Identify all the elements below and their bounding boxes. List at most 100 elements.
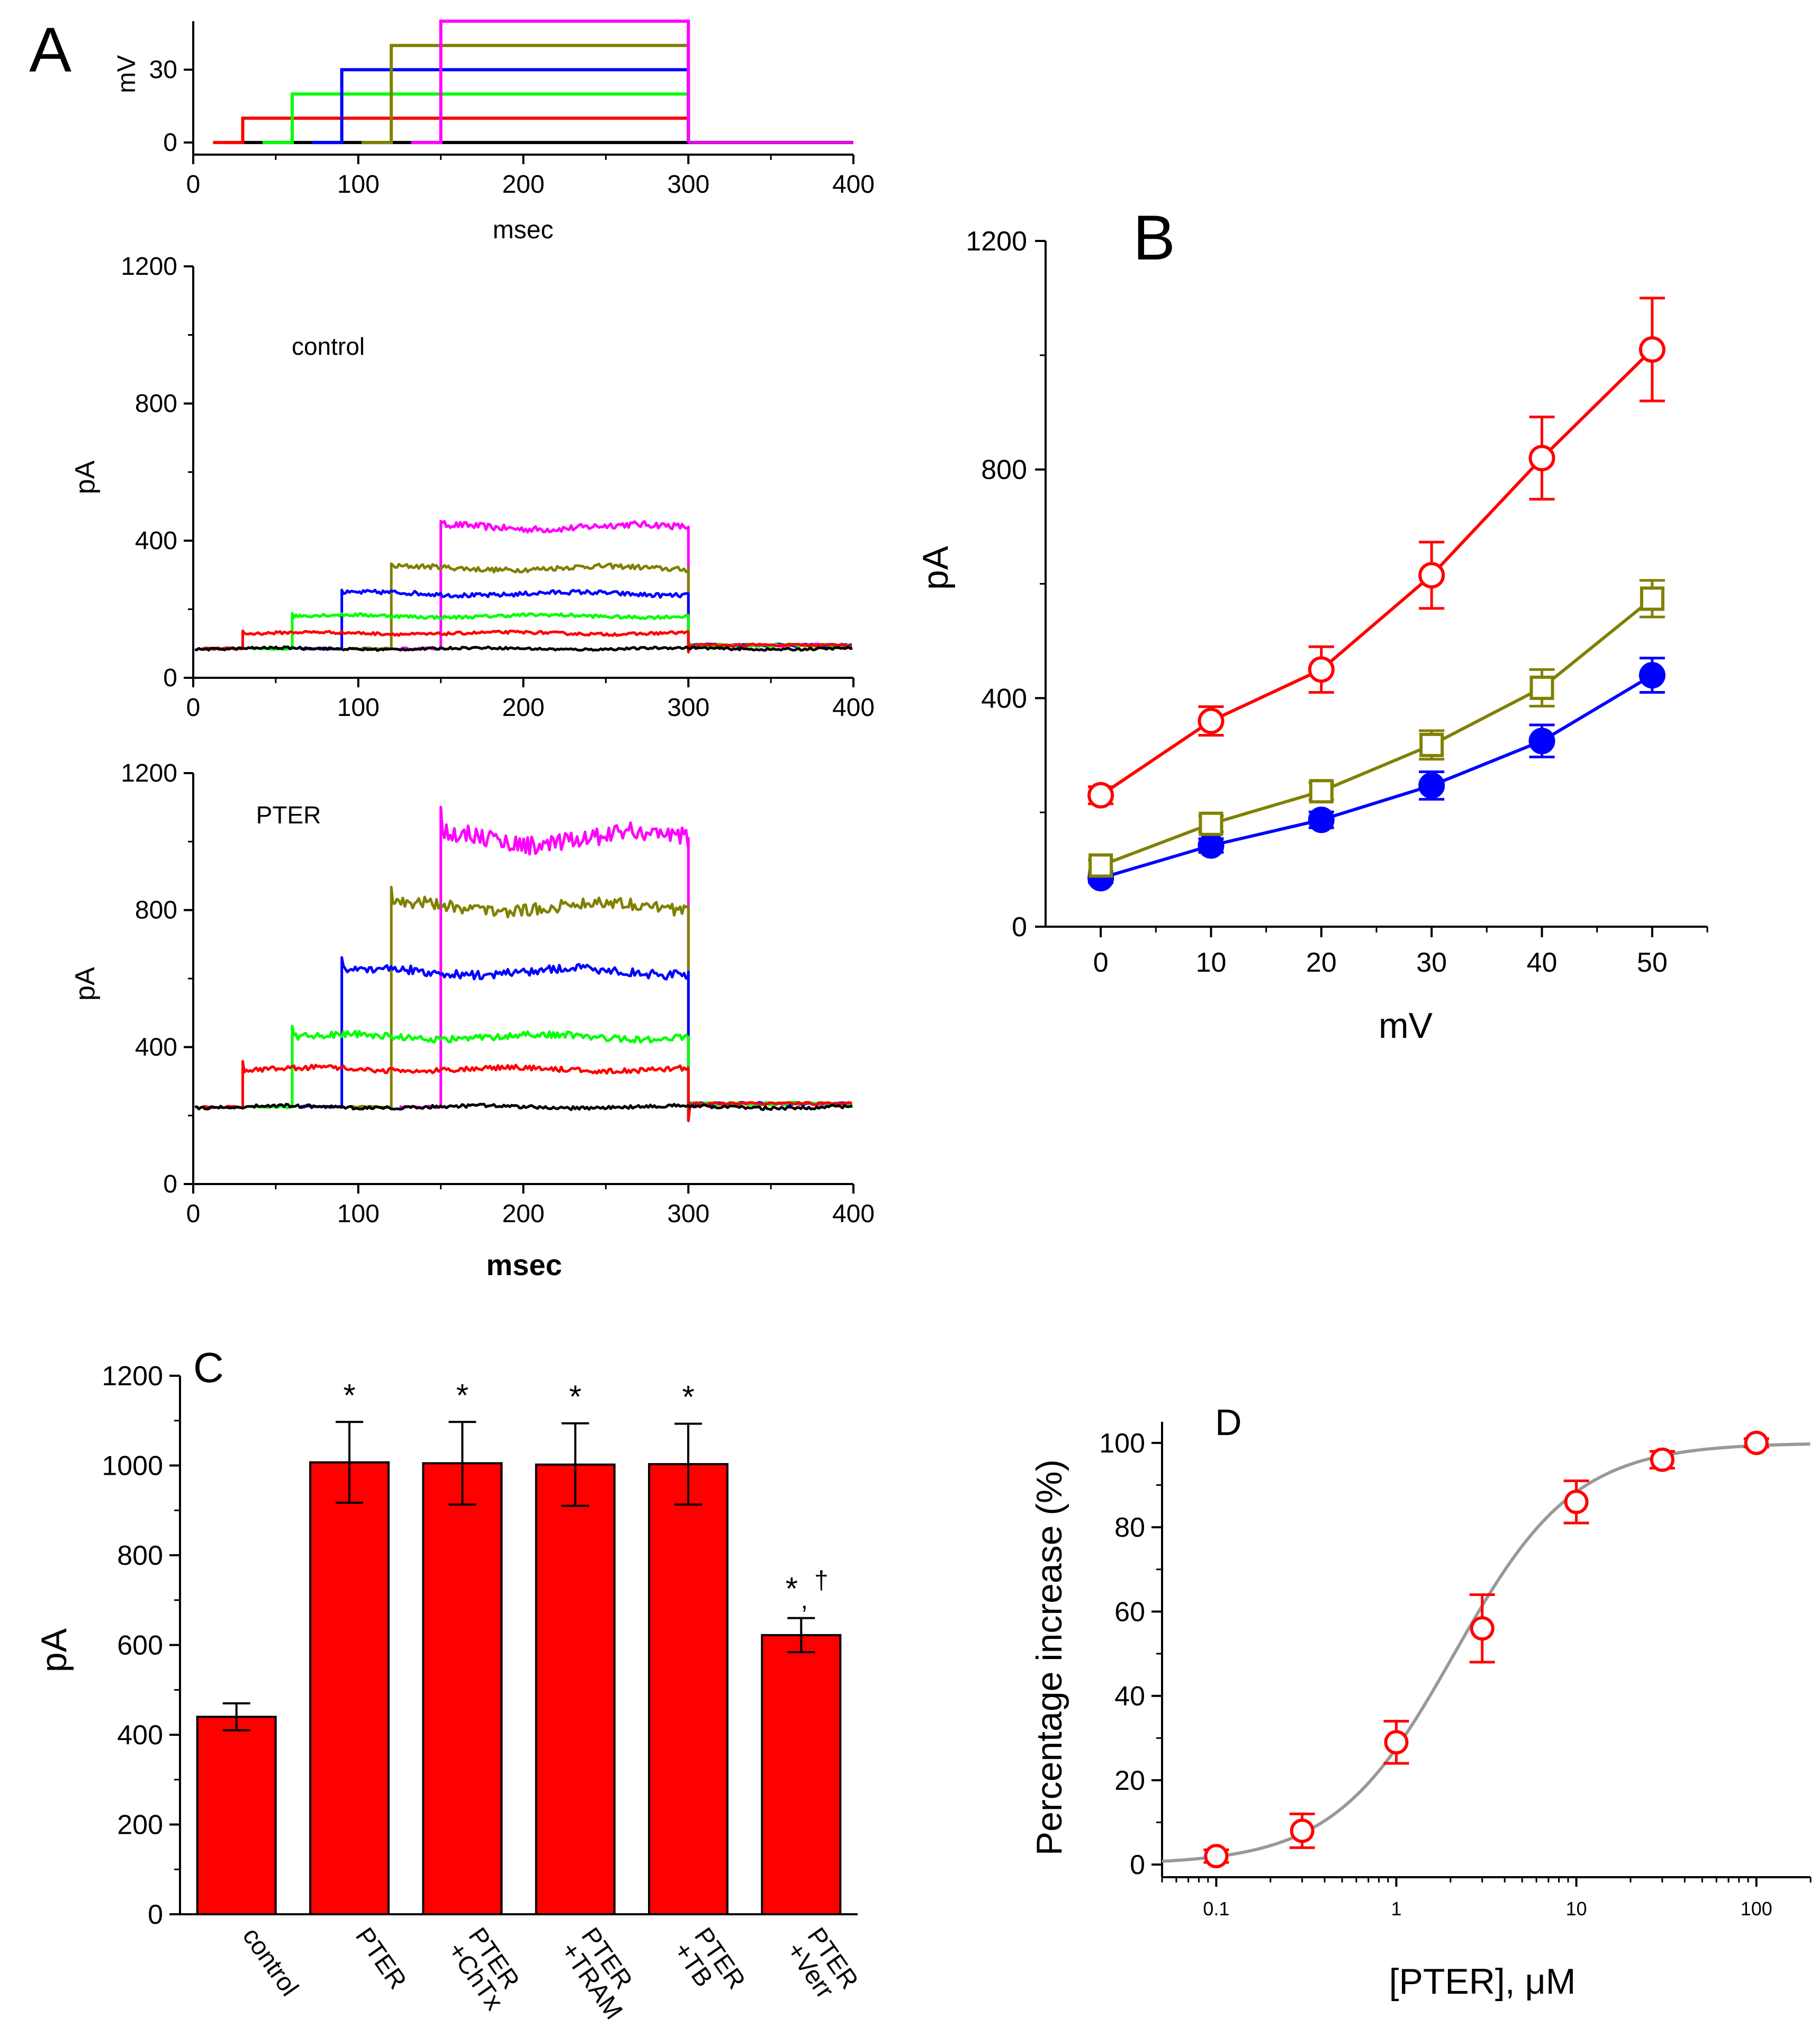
y-tick-label: 1000 — [102, 1451, 163, 1482]
y-tick-label: 800 — [135, 897, 177, 925]
significance-mark: * — [569, 1379, 581, 1414]
bar — [422, 1462, 503, 1915]
category-label-line: control — [237, 1923, 304, 2001]
y-tick-label: 400 — [117, 1720, 163, 1751]
current-trace — [300, 588, 852, 653]
y-tick-label: 80 — [1114, 1512, 1145, 1543]
significance-mark: † — [814, 1567, 829, 1595]
data-point — [1639, 336, 1666, 363]
y-tick-label: 600 — [117, 1630, 163, 1661]
pter-annotation: PTER — [256, 801, 321, 829]
panel-letter-d: D — [1215, 1402, 1242, 1443]
data-point — [1419, 732, 1444, 757]
x-axis-label: [PTER], μM — [1389, 1961, 1576, 2002]
significance-mark: * — [682, 1379, 694, 1415]
significance-mark: * — [343, 1377, 355, 1413]
x-tick-label: 10 — [1196, 947, 1227, 978]
y-tick-label: 200 — [117, 1810, 163, 1841]
bar — [309, 1461, 390, 1915]
data-point — [1198, 707, 1225, 734]
current-trace — [201, 629, 852, 653]
y-tick-label: 30 — [149, 56, 177, 84]
x-tick-label: 10 — [1566, 1898, 1587, 1920]
category-label: PTER — [350, 1923, 412, 1994]
y-tick-label: 0 — [163, 129, 177, 157]
data-point — [1529, 675, 1554, 700]
significance-mark: * — [456, 1377, 469, 1413]
current-trace — [349, 885, 852, 1122]
x-tick-label: 300 — [667, 694, 709, 722]
y-axis-label: Percentage increase (%) — [1029, 1459, 1069, 1855]
category-label: PTER+TB — [668, 1923, 751, 2009]
data-point — [1309, 779, 1334, 804]
data-point — [1564, 1490, 1589, 1514]
x-tick-label: 0 — [186, 694, 201, 722]
x-tick-label: 300 — [667, 1200, 709, 1228]
y-tick-label: 400 — [981, 683, 1027, 714]
bar — [196, 1716, 277, 1916]
data-point — [1290, 1818, 1315, 1843]
significance-mark: * — [786, 1571, 798, 1607]
data-point — [1198, 832, 1225, 859]
x-tick-label: 50 — [1637, 947, 1668, 978]
fit-curve — [1162, 1442, 1811, 1863]
data-point — [1087, 782, 1114, 809]
category-label: PTER+TRAM — [555, 1923, 649, 2024]
category-label: PTER+Verr — [781, 1923, 863, 2009]
x-tick-label: 400 — [832, 694, 875, 722]
current-trace — [399, 805, 852, 1122]
y-axis-label: pA — [34, 1628, 74, 1672]
data-point — [1650, 1447, 1675, 1472]
category-label: control — [237, 1923, 304, 2001]
x-tick-label: 1 — [1391, 1898, 1401, 1920]
x-tick-label: 400 — [832, 1200, 875, 1228]
panel-d-dose-response: 0.1 1 10 100 0 20 40 60 80 100 Percentage increase… — [1029, 1422, 1812, 2002]
significance-mark: , — [801, 1586, 808, 1615]
y-tick-label: 0 — [148, 1899, 163, 1930]
y-axis-label: mV — [113, 55, 141, 93]
x-tick-label: 20 — [1306, 947, 1337, 978]
data-point — [1384, 1730, 1409, 1755]
x-tick-label: 0.1 — [1203, 1898, 1229, 1920]
y-axis-label: pA — [70, 967, 101, 1001]
x-tick-label: 40 — [1527, 947, 1558, 978]
x-tick-label: 0 — [186, 171, 201, 199]
control-annotation: control — [292, 333, 365, 360]
y-axis-label: pA — [915, 545, 956, 590]
x-tick-label: 200 — [502, 171, 544, 199]
panel-letter-a: A — [29, 14, 71, 85]
current-trace — [194, 645, 853, 652]
x-tick-label: 400 — [832, 171, 875, 199]
panel-letter-c: C — [193, 1344, 224, 1391]
y-tick-label: 0 — [1130, 1850, 1145, 1880]
category-label: PTER+ChTx — [442, 1923, 529, 2015]
data-point — [1470, 1616, 1495, 1641]
data-point — [1418, 562, 1445, 589]
y-tick-label: 1200 — [121, 759, 177, 787]
category-label-line: PTER — [350, 1923, 412, 1994]
voltage-step-trace — [411, 20, 690, 145]
current-trace — [349, 562, 852, 653]
x-axis-label: mV — [1379, 1006, 1433, 1046]
y-axis-label: pA — [70, 460, 101, 494]
y-tick-label: 1200 — [121, 253, 177, 281]
voltage-step-trace — [312, 68, 690, 145]
x-axis-label: msec — [493, 216, 554, 244]
panel-a-voltage-protocol: 0 100 200 300 400 0 30 mV msec — [113, 20, 875, 244]
voltage-step-trace — [213, 116, 690, 145]
data-point — [1088, 853, 1113, 878]
y-tick-label: 400 — [135, 1033, 177, 1061]
y-tick-label: 100 — [1099, 1428, 1145, 1459]
y-tick-label: 60 — [1114, 1597, 1145, 1627]
x-tick-label: 100 — [337, 171, 380, 199]
current-trace — [201, 1060, 852, 1122]
y-tick-label: 0 — [1012, 912, 1027, 943]
x-tick-label: 200 — [502, 1200, 544, 1228]
x-tick-label: 30 — [1416, 947, 1447, 978]
data-point — [1528, 728, 1555, 755]
data-point — [1199, 811, 1223, 836]
panel-b-iv-curve: 0 10 20 30 40 50 0 400 800 1200 pA mV — [915, 226, 1708, 1046]
y-tick-label: 1200 — [102, 1361, 163, 1392]
y-tick-label: 0 — [163, 664, 177, 692]
